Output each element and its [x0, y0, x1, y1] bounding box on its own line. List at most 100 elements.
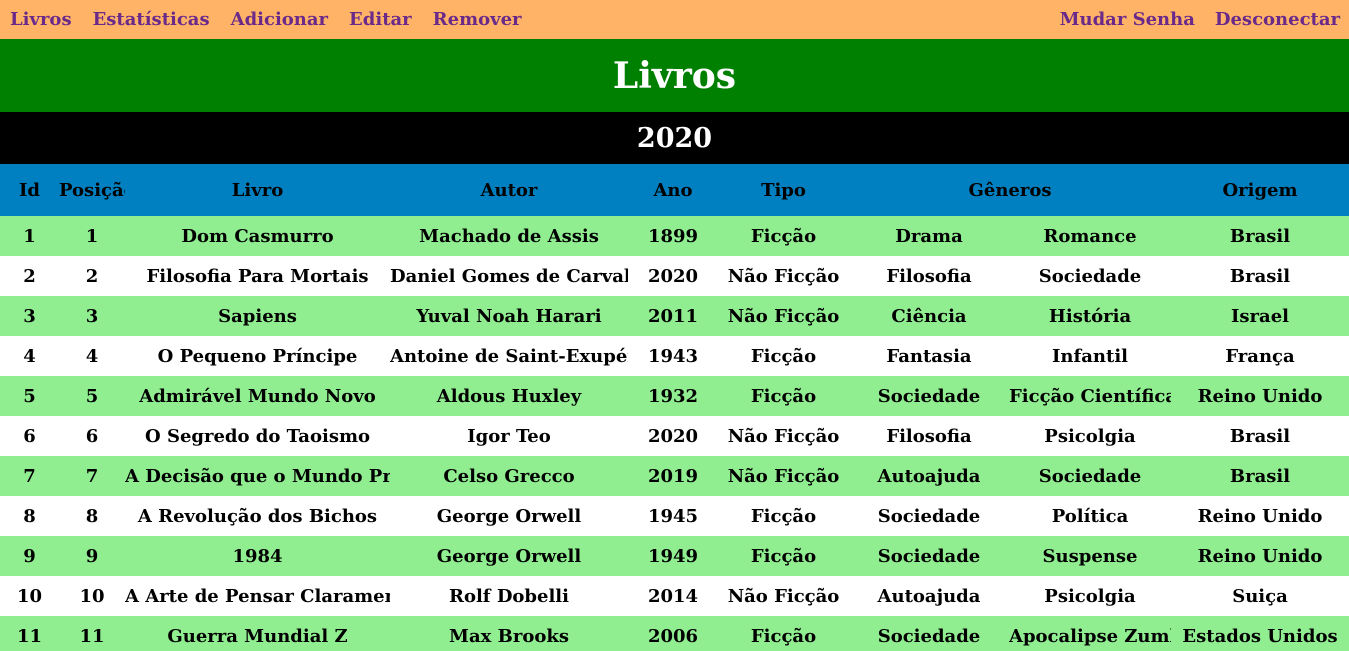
cell-origem: Reino Unido	[1197, 545, 1323, 567]
header-generos: Gêneros	[968, 179, 1052, 201]
cell-ano: 1943	[647, 345, 699, 367]
cell-id: 5	[23, 385, 36, 407]
cell-origem: Reino Unido	[1197, 385, 1323, 407]
cell-origem: França	[1225, 345, 1295, 367]
cell-tipo: Não Ficção	[727, 265, 840, 287]
cell-livro: A Revolução dos Bichos	[137, 505, 378, 527]
table-row: 5 5 Admirável Mundo Novo Aldous Huxley 1932 F…	[0, 376, 1349, 416]
cell-id: 4	[23, 345, 36, 367]
table-row: 1 1 Dom Casmurro Machado de Assis 1899 Ficção…	[0, 216, 1349, 256]
cell-origem: Brasil	[1229, 425, 1291, 447]
cell-genero-2: Sociedade	[1038, 465, 1142, 487]
cell-genero-2: Romance	[1043, 225, 1137, 247]
cell-posicao: 3	[85, 305, 99, 327]
cell-posicao: 1	[85, 225, 99, 247]
cell-genero-1: Fantasia	[886, 345, 972, 367]
table-body: 1 1 Dom Casmurro Machado de Assis 1899 Ficção…	[0, 216, 1349, 651]
cell-id: 3	[23, 305, 36, 327]
header-origem: Origem	[1222, 179, 1298, 201]
cell-origem: Suiça	[1232, 585, 1288, 607]
cell-tipo: Ficção	[750, 505, 817, 527]
cell-genero-2: Ficção Científica	[1009, 385, 1171, 407]
cell-autor: Max Brooks	[449, 625, 569, 647]
cell-genero-1: Sociedade	[877, 385, 981, 407]
table-row: 6 6 O Segredo do Taoismo Igor Teo 2020 Não Fi…	[0, 416, 1349, 456]
cell-tipo: Não Ficção	[727, 585, 840, 607]
cell-livro: A Decisão que o Mundo Precisa	[125, 465, 390, 487]
nav-link-livros[interactable]: Livros	[10, 9, 72, 30]
cell-tipo: Ficção	[750, 225, 817, 247]
table-row: 8 8 A Revolução dos Bichos George Orwell 194…	[0, 496, 1349, 536]
cell-posicao: 7	[85, 465, 99, 487]
header-posicao: Posição	[59, 179, 125, 201]
cell-genero-1: Autoajuda	[877, 465, 981, 487]
cell-posicao: 8	[85, 505, 99, 527]
cell-livro: Dom Casmurro	[181, 225, 334, 247]
cell-livro: A Arte de Pensar Claramente	[125, 585, 390, 607]
table-row: 3 3 Sapiens Yuval Noah Harari 2011 Não Ficção…	[0, 296, 1349, 336]
cell-origem: Brasil	[1229, 465, 1291, 487]
cell-tipo: Não Ficção	[727, 305, 840, 327]
cell-autor: Yuval Noah Harari	[416, 305, 602, 327]
cell-livro: Sapiens	[218, 305, 297, 327]
header-livro: Livro	[231, 179, 284, 201]
cell-genero-2: Sociedade	[1038, 265, 1142, 287]
nav-link-editar[interactable]: Editar	[349, 9, 412, 30]
table-row: 4 4 O Pequeno Príncipe Antoine de Saint-Exu…	[0, 336, 1349, 376]
cell-posicao: 10	[79, 585, 105, 607]
cell-livro: O Pequeno Príncipe	[157, 345, 358, 367]
header-autor: Autor	[480, 179, 538, 201]
cell-tipo: Ficção	[750, 625, 817, 647]
header-tipo: Tipo	[761, 179, 806, 201]
cell-autor: Antoine de Saint-Exupéry	[390, 345, 628, 367]
cell-posicao: 11	[79, 625, 105, 647]
cell-autor: George Orwell	[436, 545, 582, 567]
cell-origem: Reino Unido	[1197, 505, 1323, 527]
cell-ano: 1945	[647, 505, 699, 527]
cell-genero-1: Ciência	[891, 305, 967, 327]
table-row: 2 2 Filosofia Para Mortais Daniel Gomes de …	[0, 256, 1349, 296]
cell-genero-2: Psicolgia	[1044, 585, 1136, 607]
cell-id: 10	[16, 585, 43, 607]
cell-origem: Brasil	[1229, 225, 1291, 247]
cell-genero-1: Filosofia	[886, 265, 972, 287]
table-row: 7 7 A Decisão que o Mundo Precisa Celso Gre…	[0, 456, 1349, 496]
cell-ano: 1932	[647, 385, 699, 407]
table-row: 9 9 1984 George Orwell 1949 Ficção Sociedade Su…	[0, 536, 1349, 576]
cell-genero-1: Filosofia	[886, 425, 972, 447]
cell-livro: Guerra Mundial Z	[167, 625, 348, 647]
cell-livro: Filosofia Para Mortais	[146, 265, 369, 287]
table-header-row: Id Posição Livro Autor Ano Tipo Gêneros …	[0, 164, 1349, 216]
cell-ano: 1899	[647, 225, 699, 247]
cell-ano: 2006	[647, 625, 699, 647]
table-row: 11 11 Guerra Mundial Z Max Brooks 2006 Ficção…	[0, 616, 1349, 651]
nav-link-mudar-senha[interactable]: Mudar Senha	[1059, 9, 1195, 30]
cell-ano: 2019	[647, 465, 699, 487]
cell-id: 9	[23, 545, 36, 567]
cell-genero-2: Infantil	[1052, 345, 1128, 367]
cell-id: 2	[23, 265, 36, 287]
nav-link-remover[interactable]: Remover	[432, 9, 522, 30]
cell-id: 1	[23, 225, 36, 247]
cell-genero-2: História	[1048, 305, 1132, 327]
header-ano: Ano	[653, 179, 693, 201]
nav-link-desconectar[interactable]: Desconectar	[1214, 9, 1340, 30]
cell-origem: Israel	[1231, 305, 1289, 327]
cell-genero-1: Sociedade	[877, 545, 981, 567]
cell-id: 6	[23, 425, 36, 447]
cell-genero-1: Drama	[895, 225, 963, 247]
cell-posicao: 9	[85, 545, 99, 567]
cell-genero-1: Sociedade	[877, 625, 981, 647]
header-id: Id	[18, 179, 40, 201]
cell-ano: 2014	[647, 585, 699, 607]
cell-livro: 1984	[232, 545, 283, 567]
cell-posicao: 6	[85, 425, 99, 447]
nav-link-estatisticas[interactable]: Estatísticas	[92, 9, 210, 30]
cell-autor: Daniel Gomes de Carvalho	[390, 265, 628, 287]
cell-genero-2: Suspense	[1042, 545, 1138, 567]
year-heading: 2020	[0, 112, 1349, 164]
nav-link-adicionar[interactable]: Adicionar	[230, 9, 329, 30]
cell-livro: Admirável Mundo Novo	[139, 385, 376, 407]
cell-posicao: 2	[85, 265, 99, 287]
cell-ano: 2011	[647, 305, 699, 327]
